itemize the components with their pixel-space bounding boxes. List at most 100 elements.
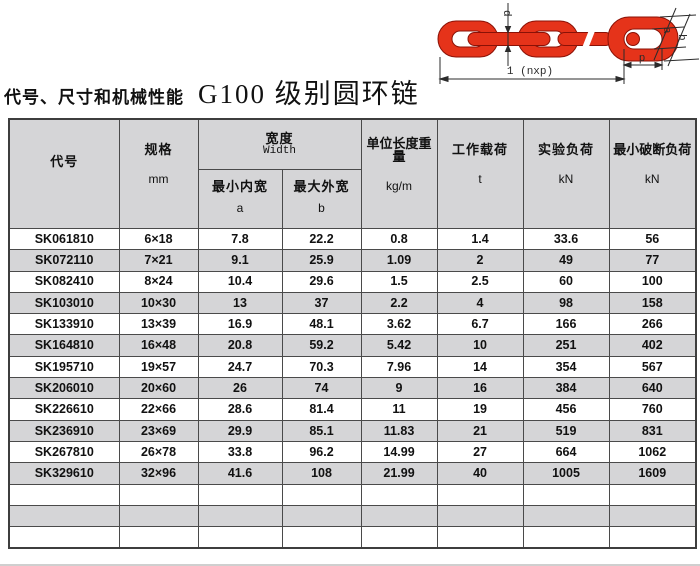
col-header-breaking-load: 最小破断负荷 kN <box>608 118 697 229</box>
table-cell: 98 <box>522 291 610 315</box>
dim-label-a: a <box>660 27 672 34</box>
dim-label-b: b <box>675 34 687 41</box>
table-row: SK267810 26×78 33.8 96.2 14.99 27 664 1062 <box>8 440 697 464</box>
dimension-lines: d 1 (nxp) p a b <box>438 3 700 84</box>
table-cell: 251 <box>522 334 610 357</box>
col-header-spec: 规格 mm <box>118 118 199 229</box>
table-cell: SK072110 <box>8 249 120 272</box>
table-cell <box>281 483 362 506</box>
table-cell: 81.4 <box>281 398 362 421</box>
table-cell: 70.3 <box>281 355 362 379</box>
table-cell: 16×48 <box>118 334 199 357</box>
table-cell: SK061810 <box>8 227 120 251</box>
table-cell: 40 <box>436 462 524 485</box>
spec-table: 代号 规格 mm 宽度 Width 单位长度重量 <box>8 118 698 549</box>
table-cell <box>608 526 697 549</box>
table-cell: SK164810 <box>8 334 120 357</box>
table-cell: SK267810 <box>8 440 120 464</box>
dim-label-d: d <box>500 10 512 17</box>
table-cell: 2.5 <box>436 270 524 293</box>
table-cell: 10×30 <box>118 291 199 315</box>
table-cell: 22×66 <box>118 398 199 421</box>
table-cell: 56 <box>608 227 697 251</box>
table-cell: 21.99 <box>360 462 438 485</box>
table-cell: 22.2 <box>281 227 362 251</box>
table-cell: 26×78 <box>118 440 199 464</box>
table-cell <box>360 483 438 506</box>
table-cell <box>8 526 120 549</box>
table-cell: 20×60 <box>118 377 199 400</box>
table-cell: 32×96 <box>118 462 199 485</box>
chain-connector <box>467 32 551 46</box>
dim-label-p: p <box>639 53 646 65</box>
table-header: 代号 规格 mm 宽度 Width 单位长度重量 <box>8 118 697 229</box>
table-cell: 4 <box>436 291 524 315</box>
col-header-min-inner-width: 最小内宽 a <box>197 169 283 229</box>
table-cell: 640 <box>608 377 697 400</box>
table-cell: 85.1 <box>281 419 362 442</box>
table-cell: 6×18 <box>118 227 199 251</box>
table-cell: 9.1 <box>197 249 283 272</box>
table-cell: 831 <box>608 419 697 442</box>
table-cell: 28.6 <box>197 398 283 421</box>
table-cell: 456 <box>522 398 610 421</box>
table-row <box>8 526 697 549</box>
table-cell <box>8 483 120 506</box>
table-cell: 9 <box>360 377 438 400</box>
page-title-grade: G100 级别圆环链 <box>198 79 420 109</box>
wire-cross-section <box>626 32 640 46</box>
table-cell: 7×21 <box>118 249 199 272</box>
table-cell: 1.09 <box>360 249 438 272</box>
table-cell: 59.2 <box>281 334 362 357</box>
table-cell <box>281 526 362 549</box>
table-cell: 3.62 <box>360 313 438 336</box>
dim-label-length: 1 (nxp) <box>507 66 553 78</box>
table-row: SK195710 19×57 24.7 70.3 7.96 14 354 567 <box>8 355 697 379</box>
table-row: SK082410 8×24 10.4 29.6 1.5 2.5 60 100 <box>8 270 697 293</box>
table-cell: 567 <box>608 355 697 379</box>
table-cell: SK082410 <box>8 270 120 293</box>
page-title: 代号、尺寸和机械性能 G100 级别圆环链 <box>4 72 420 111</box>
table-cell <box>436 504 524 528</box>
table-cell: 100 <box>608 270 697 293</box>
col-header-max-outer-width: 最大外宽 b <box>281 169 362 229</box>
table-cell: 664 <box>522 440 610 464</box>
table-cell: 19 <box>436 398 524 421</box>
table-row: SK133910 13×39 16.9 48.1 3.62 6.7 166 266 <box>8 313 697 336</box>
table-cell: 11.83 <box>360 419 438 442</box>
table-cell: 7.96 <box>360 355 438 379</box>
table-cell: 166 <box>522 313 610 336</box>
table-cell <box>118 504 199 528</box>
table-cell: 2.2 <box>360 291 438 315</box>
table-cell: 1005 <box>522 462 610 485</box>
table-cell <box>197 504 283 528</box>
table-cell: 37 <box>281 291 362 315</box>
table-cell: 33.6 <box>522 227 610 251</box>
col-header-unit-weight: 单位长度重量 kg/m <box>360 118 438 229</box>
table-row: SK072110 7×21 9.1 25.9 1.09 2 49 77 <box>8 249 697 272</box>
chain-break-mark <box>581 26 596 53</box>
table-cell: 108 <box>281 462 362 485</box>
table-cell: 1.5 <box>360 270 438 293</box>
table-cell: SK133910 <box>8 313 120 336</box>
table-cell: 20.8 <box>197 334 283 357</box>
table-cell: 16.9 <box>197 313 283 336</box>
table-cell: 60 <box>522 270 610 293</box>
table-cell: SK195710 <box>8 355 120 379</box>
table-cell: 27 <box>436 440 524 464</box>
table-cell <box>522 483 610 506</box>
table-cell <box>118 526 199 549</box>
table-cell: 13 <box>197 291 283 315</box>
chain-links <box>437 16 679 62</box>
table-row: SK164810 16×48 20.8 59.2 5.42 10 251 402 <box>8 334 697 357</box>
table-row: SK103010 10×30 13 37 2.2 4 98 158 <box>8 291 697 315</box>
table-cell: 8×24 <box>118 270 199 293</box>
table-cell: 48.1 <box>281 313 362 336</box>
table-cell: 77 <box>608 249 697 272</box>
page-title-left: 代号、尺寸和机械性能 <box>4 88 184 107</box>
table-cell: 29.6 <box>281 270 362 293</box>
table-cell: 29.9 <box>197 419 283 442</box>
table-row <box>8 504 697 528</box>
table-cell: 13×39 <box>118 313 199 336</box>
table-row: SK236910 23×69 29.9 85.1 11.83 21 519 831 <box>8 419 697 442</box>
